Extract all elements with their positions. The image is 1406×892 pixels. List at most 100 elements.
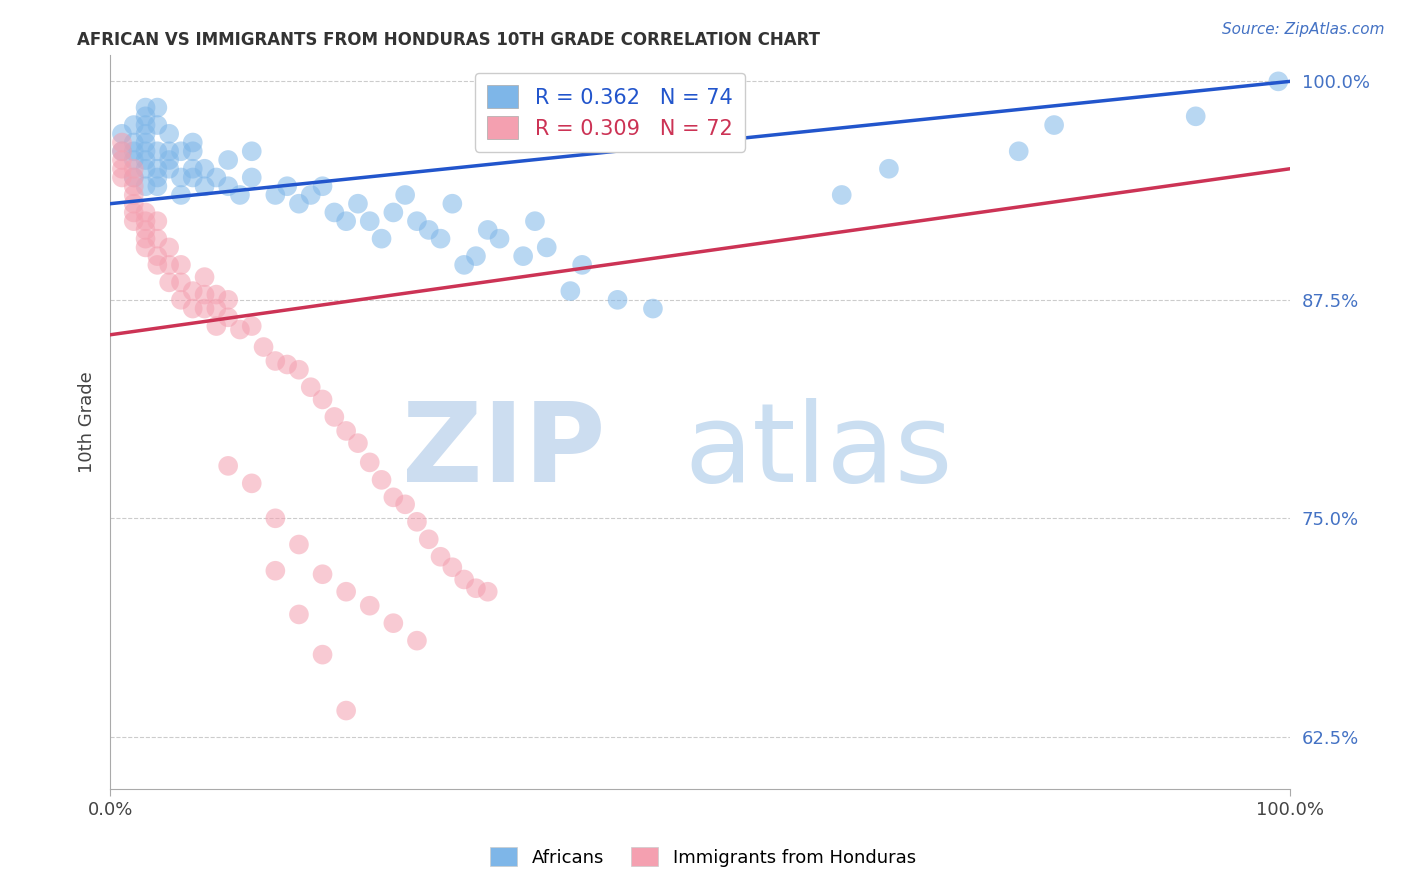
Point xyxy=(122,161,145,176)
Point xyxy=(229,188,252,202)
Point xyxy=(205,319,228,334)
Point xyxy=(111,145,134,159)
Point xyxy=(135,214,157,228)
Point xyxy=(217,179,239,194)
Point xyxy=(122,170,145,185)
Point xyxy=(1008,145,1031,159)
Point xyxy=(429,549,451,564)
Point xyxy=(311,179,333,194)
Point xyxy=(157,161,180,176)
Point xyxy=(276,358,298,372)
Point xyxy=(523,214,546,228)
Point xyxy=(181,301,204,316)
Point xyxy=(453,573,475,587)
Point xyxy=(157,127,180,141)
Point xyxy=(536,240,558,254)
Legend: R = 0.362   N = 74, R = 0.309   N = 72: R = 0.362 N = 74, R = 0.309 N = 72 xyxy=(475,73,745,152)
Point xyxy=(157,153,180,167)
Point xyxy=(122,179,145,194)
Point xyxy=(122,170,145,185)
Point xyxy=(122,188,145,202)
Point xyxy=(205,301,228,316)
Point xyxy=(441,560,464,574)
Point xyxy=(111,170,134,185)
Point xyxy=(299,188,322,202)
Point xyxy=(382,616,405,631)
Point xyxy=(441,196,464,211)
Point xyxy=(512,249,534,263)
Point xyxy=(111,153,134,167)
Point xyxy=(406,214,429,228)
Point xyxy=(122,136,145,150)
Point xyxy=(560,284,582,298)
Point xyxy=(335,584,357,599)
Point xyxy=(193,179,215,194)
Point xyxy=(359,214,381,228)
Point xyxy=(170,258,193,272)
Legend: Africans, Immigrants from Honduras: Africans, Immigrants from Honduras xyxy=(482,840,924,874)
Point xyxy=(335,704,357,718)
Point xyxy=(122,118,145,132)
Point xyxy=(323,205,346,219)
Point xyxy=(111,161,134,176)
Point xyxy=(382,491,405,505)
Point xyxy=(181,136,204,150)
Point xyxy=(146,179,169,194)
Point xyxy=(217,153,239,167)
Point xyxy=(359,599,381,613)
Point xyxy=(606,293,628,307)
Point xyxy=(135,109,157,123)
Point xyxy=(170,170,193,185)
Point xyxy=(477,584,499,599)
Point xyxy=(571,258,593,272)
Point xyxy=(347,196,370,211)
Point xyxy=(146,214,169,228)
Point xyxy=(135,240,157,254)
Point xyxy=(135,118,157,132)
Point xyxy=(347,436,370,450)
Point xyxy=(311,392,333,407)
Point xyxy=(157,276,180,290)
Point xyxy=(229,322,252,336)
Point xyxy=(641,301,664,316)
Point xyxy=(240,170,263,185)
Point xyxy=(157,145,180,159)
Point xyxy=(477,223,499,237)
Point xyxy=(877,161,900,176)
Point xyxy=(335,214,357,228)
Point xyxy=(488,232,510,246)
Point xyxy=(217,458,239,473)
Point xyxy=(264,511,287,525)
Point xyxy=(311,567,333,582)
Point xyxy=(1184,109,1206,123)
Point xyxy=(111,145,134,159)
Point xyxy=(146,101,169,115)
Point xyxy=(135,127,157,141)
Point xyxy=(193,287,215,301)
Point xyxy=(146,232,169,246)
Point xyxy=(465,581,488,595)
Point xyxy=(323,409,346,424)
Point xyxy=(288,363,311,377)
Point xyxy=(217,293,239,307)
Point xyxy=(122,205,145,219)
Point xyxy=(264,564,287,578)
Point xyxy=(135,101,157,115)
Point xyxy=(181,284,204,298)
Point xyxy=(382,205,405,219)
Point xyxy=(299,380,322,394)
Point xyxy=(157,258,180,272)
Point xyxy=(135,232,157,246)
Point xyxy=(135,223,157,237)
Point xyxy=(122,196,145,211)
Point xyxy=(359,455,381,469)
Text: AFRICAN VS IMMIGRANTS FROM HONDURAS 10TH GRADE CORRELATION CHART: AFRICAN VS IMMIGRANTS FROM HONDURAS 10TH… xyxy=(77,31,820,49)
Point xyxy=(181,170,204,185)
Point xyxy=(252,340,274,354)
Point xyxy=(111,127,134,141)
Point xyxy=(205,287,228,301)
Point xyxy=(193,270,215,285)
Point xyxy=(240,145,263,159)
Point xyxy=(146,249,169,263)
Point xyxy=(429,232,451,246)
